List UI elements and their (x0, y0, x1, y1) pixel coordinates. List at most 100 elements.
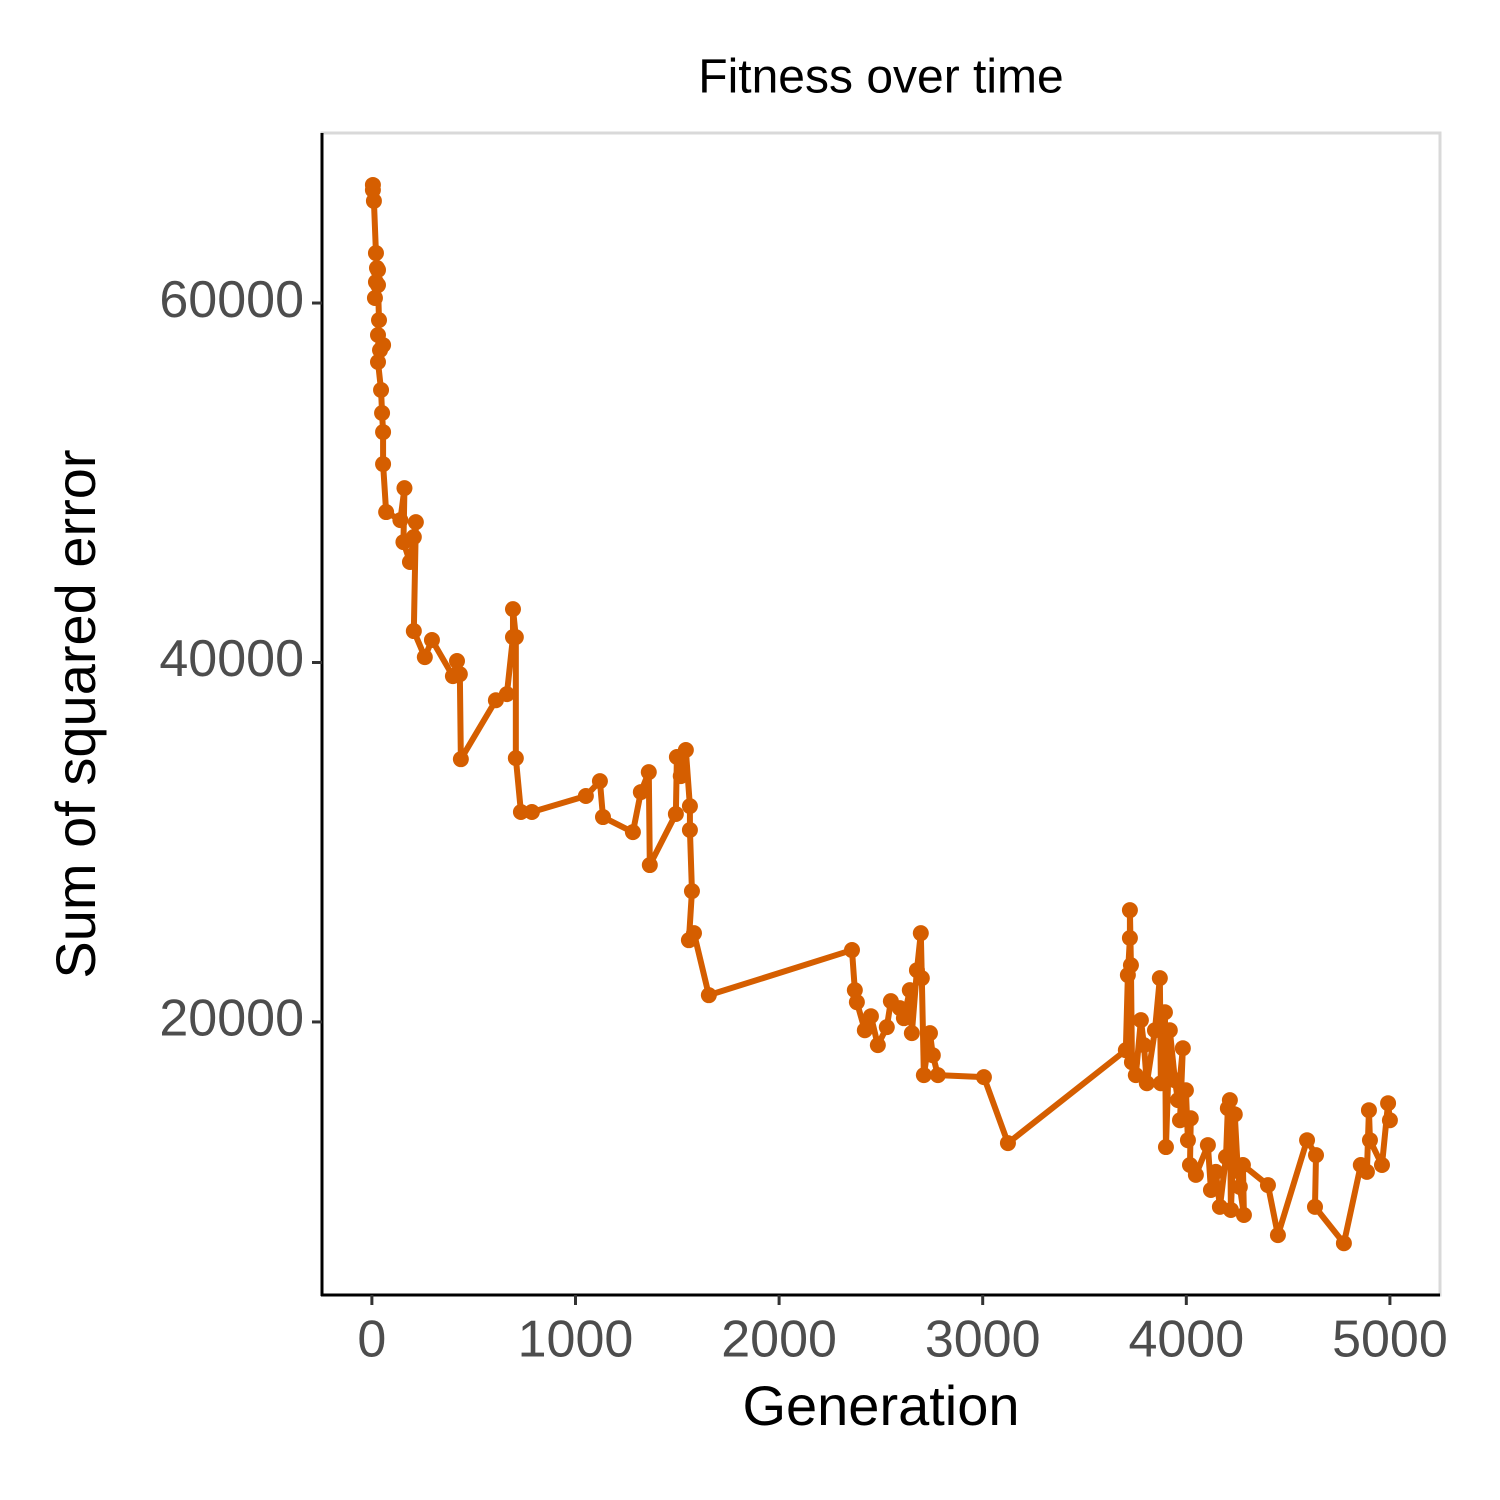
point (843, 942, 860, 959)
point (640, 764, 657, 781)
point (624, 824, 641, 841)
point (1121, 930, 1138, 947)
point (924, 1047, 941, 1064)
point (975, 1069, 992, 1086)
point (451, 666, 468, 683)
point (1231, 1178, 1248, 1195)
point (683, 883, 700, 900)
point (375, 424, 392, 441)
point (1381, 1112, 1398, 1129)
point (869, 1037, 886, 1054)
point (371, 312, 388, 329)
series-line (369, 184, 1393, 1247)
point (396, 480, 413, 497)
point (1152, 1075, 1169, 1092)
point (392, 512, 409, 529)
point (862, 1008, 879, 1025)
point (1121, 902, 1138, 919)
point (1202, 1182, 1219, 1199)
point (1156, 1004, 1173, 1021)
point (1335, 1235, 1352, 1252)
point (448, 653, 465, 670)
point (1373, 1157, 1390, 1174)
point (1306, 1198, 1323, 1215)
y-axis-title: Sum of squared error (44, 449, 107, 978)
point (375, 456, 392, 473)
point (1218, 1148, 1235, 1165)
point (921, 1025, 938, 1042)
point (681, 798, 698, 815)
point (1161, 1022, 1178, 1039)
point (507, 750, 524, 767)
point (667, 806, 684, 823)
point (452, 751, 469, 768)
x-tick-label: 4000 (1128, 1311, 1244, 1369)
point (1221, 1092, 1238, 1109)
point (901, 982, 918, 999)
y-tick-label: 20000 (159, 990, 304, 1048)
point (685, 925, 702, 942)
point (1138, 1075, 1155, 1092)
point (1234, 1157, 1251, 1174)
point (903, 1025, 920, 1042)
point (1127, 1067, 1144, 1084)
point (856, 1022, 873, 1039)
point (369, 277, 386, 294)
point (895, 1010, 912, 1027)
point (378, 504, 395, 521)
point (1380, 1095, 1397, 1112)
point (1157, 1139, 1174, 1156)
x-tick-label: 0 (357, 1311, 386, 1369)
point (1166, 1072, 1183, 1089)
point (401, 554, 418, 571)
point (1299, 1132, 1316, 1149)
chart-title: Fitness over time (698, 51, 1063, 104)
point (846, 982, 863, 999)
point (504, 601, 521, 618)
point (1308, 1147, 1325, 1164)
point (1177, 1082, 1194, 1099)
point (929, 1067, 946, 1084)
point (369, 261, 386, 278)
point (1360, 1102, 1377, 1119)
point (677, 742, 694, 759)
point (1222, 1201, 1239, 1218)
point (641, 857, 658, 874)
point (594, 809, 611, 826)
point (405, 623, 422, 640)
point (672, 768, 689, 785)
x-axis-title: Generation (742, 1374, 1019, 1437)
point (1358, 1163, 1375, 1180)
point (1361, 1132, 1378, 1149)
point (1122, 957, 1139, 974)
point (999, 1135, 1016, 1152)
point (423, 632, 440, 649)
point (498, 686, 515, 703)
point (1259, 1177, 1276, 1194)
point (848, 994, 865, 1011)
point (1132, 1012, 1149, 1029)
point (366, 289, 383, 306)
point (373, 382, 390, 399)
x-tick-label: 5000 (1332, 1311, 1448, 1369)
x-tick-label: 1000 (518, 1311, 634, 1369)
point (375, 337, 392, 354)
point (416, 649, 433, 666)
point (1226, 1106, 1243, 1123)
point (1187, 1166, 1204, 1183)
point (632, 784, 649, 801)
point (1179, 1132, 1196, 1149)
point (1182, 1110, 1199, 1127)
point (700, 987, 717, 1004)
point (1235, 1206, 1252, 1223)
point (1135, 1037, 1152, 1054)
point (523, 804, 540, 821)
x-tick-label: 3000 (925, 1311, 1041, 1369)
point (912, 925, 929, 942)
x-tick-label: 2000 (721, 1311, 837, 1369)
point (1151, 970, 1168, 987)
point (407, 514, 424, 531)
point (507, 629, 524, 646)
